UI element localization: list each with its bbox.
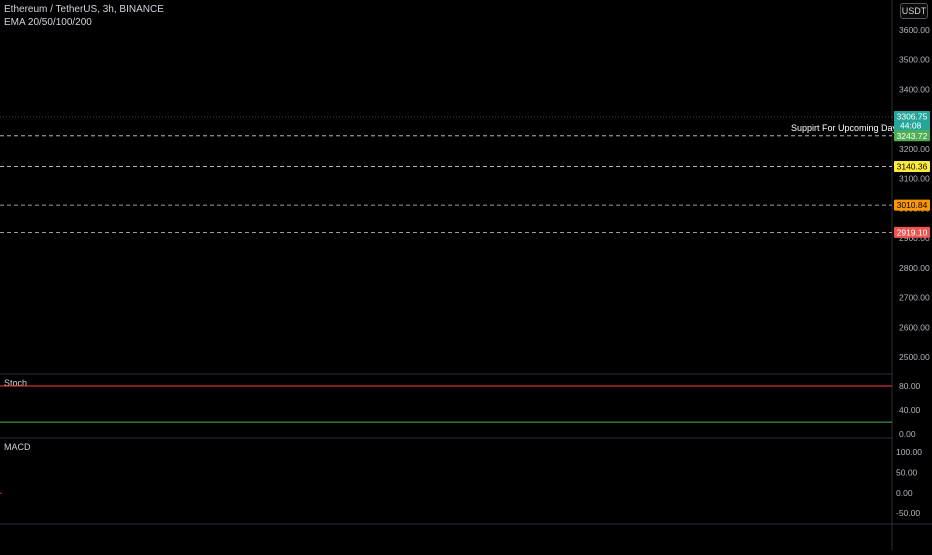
price-badge-bg — [894, 130, 930, 142]
price-tick-label: 2600.00 — [899, 322, 930, 332]
price-tick-label: 2800.00 — [899, 263, 930, 273]
symbol-title[interactable]: Ethereum / TetherUS, 3h, BINANCE — [4, 4, 164, 15]
price-badge: 3243.72 — [894, 130, 930, 142]
price-badge-label: 2919.10 — [897, 227, 928, 237]
price-badge: 2919.10 — [894, 226, 930, 238]
price-tick-label: 2500.00 — [899, 352, 930, 362]
macd-tick-label: 50.00 — [896, 467, 918, 477]
price-badge-bg — [894, 226, 930, 238]
price-badge-label: 3140.36 — [897, 162, 928, 172]
price-tick-label: 3600.00 — [899, 25, 930, 35]
macd-tick-label: 100.00 — [896, 447, 922, 457]
stoch-pane: Stoch — [0, 378, 892, 423]
stoch-tick-label: 40.00 — [899, 405, 921, 415]
macd-tick-label: -50.00 — [896, 508, 920, 518]
stoch-tick-label: 80.00 — [899, 381, 921, 391]
price-badge-label: 3243.72 — [897, 131, 928, 141]
price-badge: 3140.36 — [894, 161, 930, 173]
price-badge-bg — [894, 111, 930, 132]
price-tick-label: 2900.00 — [899, 233, 930, 243]
price-badge-label: 3010.84 — [897, 200, 928, 210]
price-axis: 2500.002600.002700.002800.002900.003000.… — [896, 25, 930, 518]
support-annotation: Suppirt For Upcoming Days — [791, 123, 902, 133]
ema-legend[interactable]: EMA 20/50/100/200 — [4, 17, 92, 28]
price-tick-label: 3200.00 — [899, 144, 930, 154]
price-tick-label: 3500.00 — [899, 55, 930, 65]
price-badge-label: 3306.75 — [897, 112, 928, 122]
currency-selector[interactable]: USDT — [900, 3, 928, 19]
price-badge-bg — [894, 161, 930, 173]
macd-histogram-bar — [0, 492, 2, 494]
horizontal-levels: Suppirt For Upcoming Days — [0, 116, 902, 233]
price-tick-label: 2700.00 — [899, 293, 930, 303]
stoch-tick-label: 0.00 — [899, 429, 916, 439]
stoch-label: Stoch — [4, 378, 27, 388]
price-tick-label: 3100.00 — [899, 174, 930, 184]
price-badge-bg — [894, 199, 930, 211]
price-badge: 3010.84 — [894, 199, 930, 211]
macd-label: MACD — [4, 442, 31, 452]
macd-pane: MACD — [0, 442, 31, 494]
price-badge-countdown: 44:08 — [900, 121, 922, 131]
price-tick-label: 3400.00 — [899, 84, 930, 94]
macd-tick-label: 0.00 — [896, 488, 913, 498]
